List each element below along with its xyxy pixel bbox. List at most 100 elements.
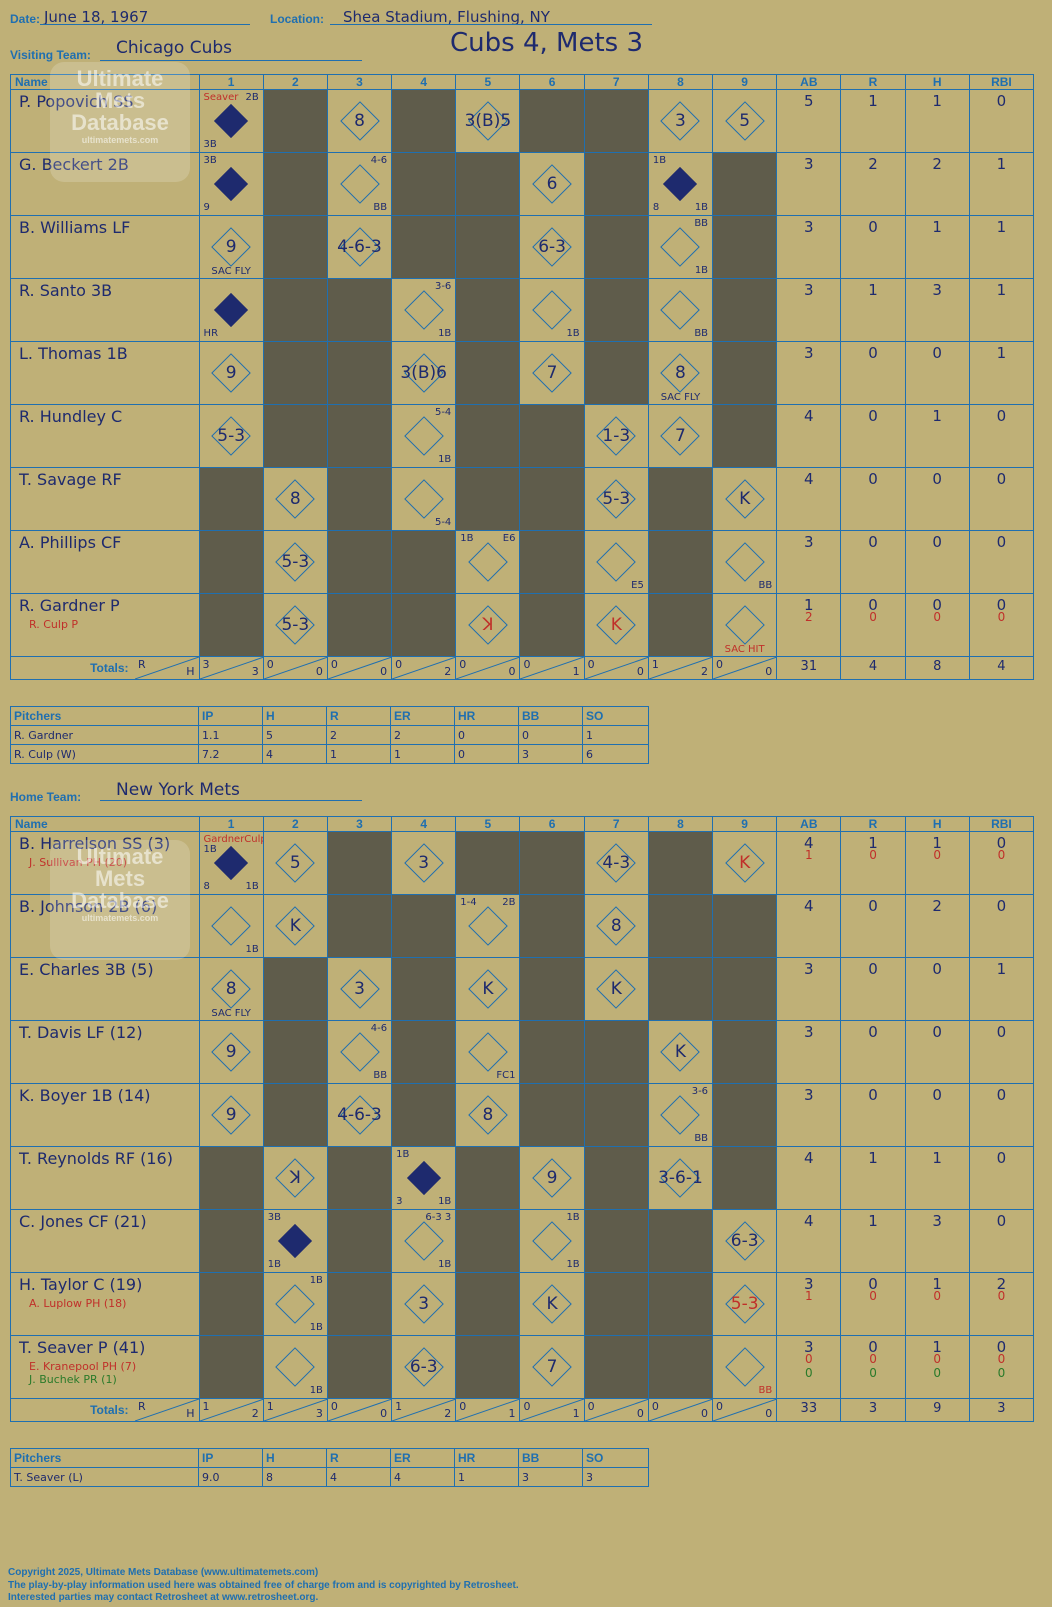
inning-9-atbat-cell: 5-3 bbox=[712, 1272, 778, 1336]
batter-name: B. Williams LF bbox=[19, 218, 131, 237]
play-note: 1B bbox=[309, 1275, 323, 1286]
footer-copyright: Copyright 2025, Ultimate Mets Database (… bbox=[8, 1567, 319, 1578]
watermark-line1: Ultimate bbox=[76, 66, 164, 91]
batter-h-cell: 3 bbox=[904, 1209, 970, 1273]
inning-3-atbat-cell: 3 bbox=[326, 957, 393, 1021]
total-r-cell: 3 bbox=[840, 1398, 906, 1422]
play-note: 1B bbox=[694, 202, 709, 213]
pitcher-ip: 7.2 bbox=[198, 744, 263, 764]
inning-3-atbat-cell bbox=[326, 278, 393, 342]
inning-9-atbat-cell: BB bbox=[712, 530, 778, 594]
home-team-name: New York Mets bbox=[116, 780, 240, 800]
pitcher-hr: 1 bbox=[454, 1467, 519, 1487]
batter-rbi-cell: 0 bbox=[968, 530, 1035, 594]
inning-4-atbat-cell: 3-6 1B bbox=[391, 278, 457, 342]
basepath-diamond bbox=[339, 164, 380, 204]
watermark-line2: Mets bbox=[94, 88, 146, 113]
home-scoring-table: Name 1 2 3 4 5 6 7 8 9 AB R H RBI B. Harrelson SS (3) J… bbox=[10, 816, 1035, 1422]
substitute-name: J. Buchek PR (1) bbox=[29, 1373, 117, 1386]
basepath-diamond bbox=[339, 1032, 380, 1072]
inning-1-atbat-cell: 9 bbox=[198, 1020, 264, 1084]
inning-2-atbat-cell: 3B 1B bbox=[262, 1209, 328, 1273]
inning-hits: 1 bbox=[508, 1407, 516, 1420]
total-rbi-value: 3 bbox=[997, 1401, 1006, 1416]
pitchers-header-6: BB bbox=[518, 1448, 583, 1468]
batter-ab-cell: 4 bbox=[776, 894, 842, 958]
pitcher-so: 1 bbox=[582, 725, 649, 745]
inning-5-atbat-cell: FC1 bbox=[455, 1020, 521, 1084]
batter-name-cell: K. Boyer 1B (14) bbox=[10, 1083, 200, 1147]
batter-rbi-value: 0 bbox=[996, 1086, 1007, 1104]
inning-3-header: 3 bbox=[326, 74, 393, 90]
batter-h-cell: 2 bbox=[904, 894, 970, 958]
inning-9-atbat-cell bbox=[712, 404, 778, 468]
inning-4-atbat-cell: 3(B)6 bbox=[391, 341, 457, 405]
batter-h-value: 0 bbox=[932, 533, 942, 551]
batter-h-cell: 0 bbox=[904, 341, 970, 405]
home-batter-row: T. Reynolds RF (16) ꓘ 1B 3 1B 9 3-6-1 4 1 1 0 bbox=[10, 1146, 1035, 1210]
batter-ab-cell: 3 bbox=[776, 1083, 842, 1147]
inning-6-atbat-cell: K bbox=[519, 1272, 585, 1336]
batter-ab-value: 3 bbox=[804, 218, 814, 236]
play-code: 6-3 bbox=[730, 1231, 759, 1251]
inning-hits: 0 bbox=[380, 665, 388, 678]
pitcher-so: 6 bbox=[582, 744, 649, 764]
batter-rbi-cell: 0 bbox=[968, 1020, 1035, 1084]
batter-r-cell: 0 bbox=[840, 215, 906, 279]
inning-8-atbat-cell: 3-6-1 bbox=[647, 1146, 714, 1210]
batter-h-value: 0 bbox=[932, 470, 942, 488]
basepath-diamond bbox=[663, 167, 698, 201]
pitchers-header-2: H bbox=[262, 1448, 327, 1468]
inning-runs: 3 bbox=[202, 658, 210, 671]
inning-2-atbat-cell: ꓘ bbox=[262, 1146, 328, 1210]
inning-2-atbat-cell bbox=[262, 1020, 328, 1084]
inning-3-atbat-cell bbox=[326, 1209, 393, 1273]
play-code: 9 bbox=[546, 1168, 558, 1188]
batter-r-cell: 1 bbox=[840, 1209, 906, 1273]
inning-runs: 0 bbox=[651, 1400, 659, 1413]
inning-1-atbat-cell bbox=[198, 467, 264, 531]
pitcher-name: R. Gardner bbox=[10, 725, 199, 745]
date-label: Date: bbox=[10, 12, 41, 26]
play-note: E5 bbox=[631, 580, 644, 591]
inning-1-atbat-cell bbox=[198, 1146, 264, 1210]
batter-ab-value: 4 bbox=[804, 834, 814, 852]
batter-name-cell: R. Santo 3B bbox=[10, 278, 200, 342]
batter-r-cell: 0 bbox=[840, 957, 906, 1021]
totals-label: Totals: bbox=[90, 661, 129, 675]
inning-4-atbat-cell: 1B 3 1B bbox=[391, 1146, 457, 1210]
play-code: 8 bbox=[289, 489, 301, 509]
batter-name: C. Jones CF (21) bbox=[19, 1212, 147, 1231]
home-batter-row: H. Taylor C (19) A. Luplow PH (18) 1B 1B 3 K 5… bbox=[10, 1272, 1035, 1336]
batter-r-value: 0 bbox=[868, 897, 878, 915]
inning-2-atbat-cell: 5-3 bbox=[262, 593, 328, 657]
inning-8-atbat-cell: BB 1B bbox=[647, 215, 714, 279]
pitcher-r: 1 bbox=[326, 744, 391, 764]
batter-h-value: 0 bbox=[933, 848, 942, 862]
batter-name-cell: T. Davis LF (12) bbox=[10, 1020, 200, 1084]
batter-r-value: 1 bbox=[868, 92, 878, 110]
inning-1-atbat-cell bbox=[198, 593, 264, 657]
inning-2-atbat-cell bbox=[262, 89, 328, 153]
pitcher-er: 4 bbox=[390, 1467, 455, 1487]
basepath-diamond bbox=[403, 479, 444, 519]
batter-ab-value: 3 bbox=[804, 344, 814, 362]
visiting-team-underline bbox=[100, 60, 362, 61]
total-rbi-value: 4 bbox=[997, 659, 1006, 674]
inning-7-atbat-cell bbox=[583, 89, 649, 153]
batter-rbi-value: 0 bbox=[996, 596, 1007, 614]
inning-5-atbat-cell: 8 bbox=[455, 1083, 521, 1147]
inning-9-atbat-cell bbox=[712, 1083, 778, 1147]
play-note: BB bbox=[758, 1385, 773, 1396]
substitute-name: J. Sullivan PH (20) bbox=[29, 856, 128, 869]
basepath-diamond bbox=[532, 290, 572, 330]
play-note: 1B bbox=[438, 1259, 452, 1270]
